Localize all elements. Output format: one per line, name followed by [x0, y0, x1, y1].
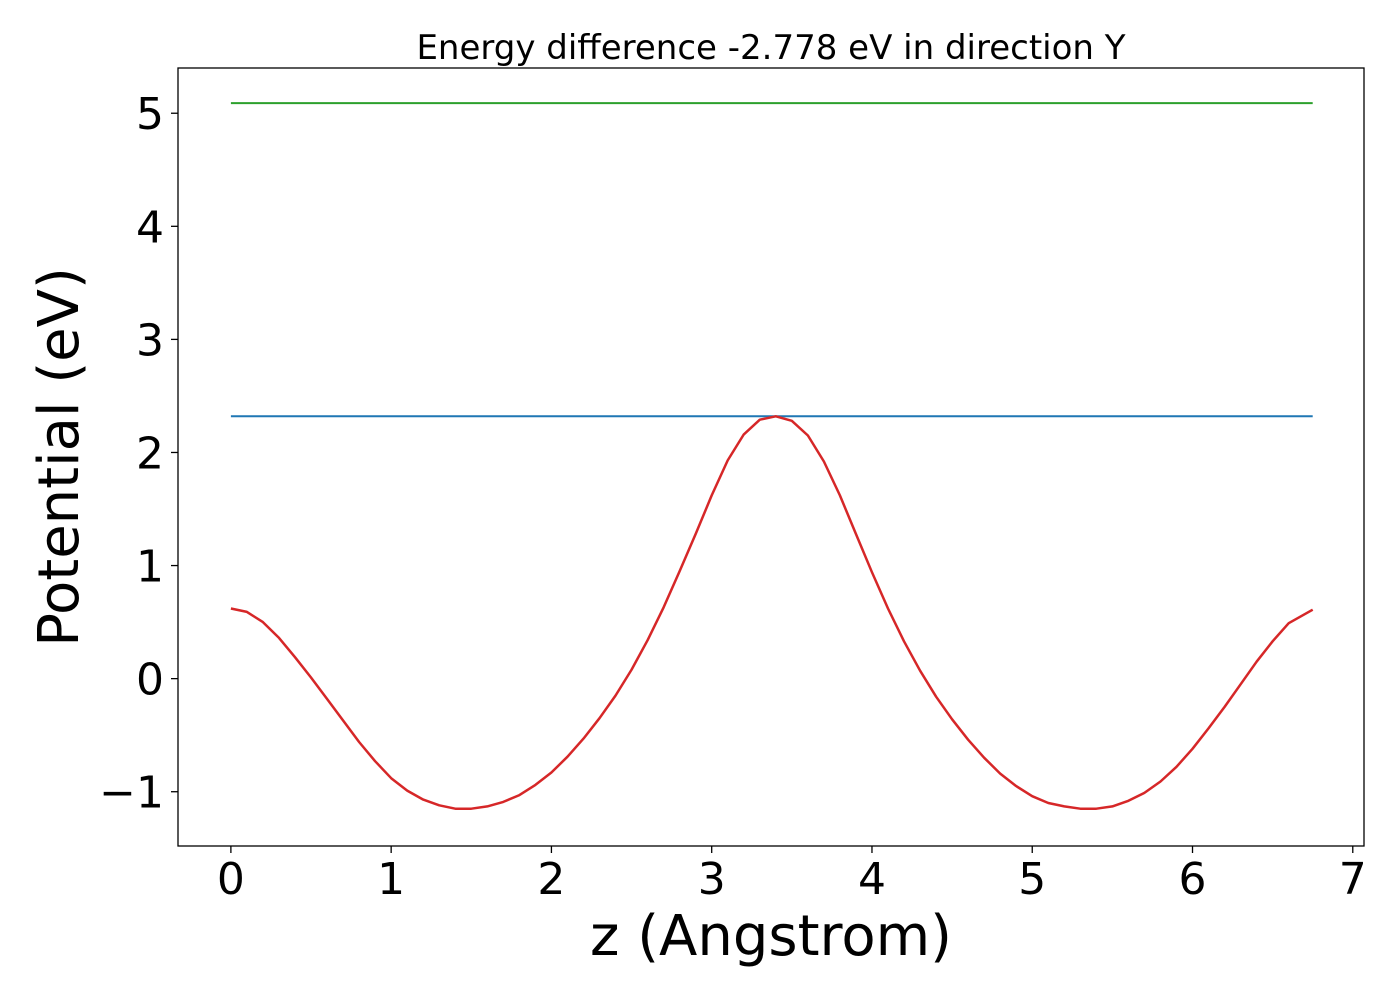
x-tick-label: 4: [858, 854, 886, 905]
y-tick-label: 5: [136, 89, 164, 140]
x-tick-label: 5: [1018, 854, 1046, 905]
x-tick-label: 3: [698, 854, 726, 905]
y-axis-title: Potential (eV): [27, 267, 92, 647]
potential-curve: [230, 415, 1314, 810]
y-axis: −1 0 1 2 3 4 5: [99, 89, 178, 819]
chart-title: Energy difference -2.778 eV in direction…: [416, 28, 1125, 68]
x-tick-label: 1: [377, 854, 405, 905]
y-tick-label: 2: [136, 428, 164, 479]
y-tick-label: 4: [136, 202, 164, 253]
y-tick-label: −1: [99, 768, 164, 819]
x-tick-label: 6: [1179, 854, 1207, 905]
y-tick-label: 1: [136, 542, 164, 593]
x-tick-label: 7: [1339, 854, 1367, 905]
x-tick-label: 0: [217, 854, 245, 905]
x-tick-label: 2: [537, 854, 565, 905]
y-tick-label: 3: [136, 315, 164, 366]
series-layer: [230, 102, 1314, 810]
x-axis: 0 1 2 3 4 5 6 7: [217, 846, 1367, 905]
x-axis-title: z (Angstrom): [590, 904, 952, 969]
y-tick-label: 0: [136, 655, 164, 706]
plot-frame: [177, 67, 1365, 847]
